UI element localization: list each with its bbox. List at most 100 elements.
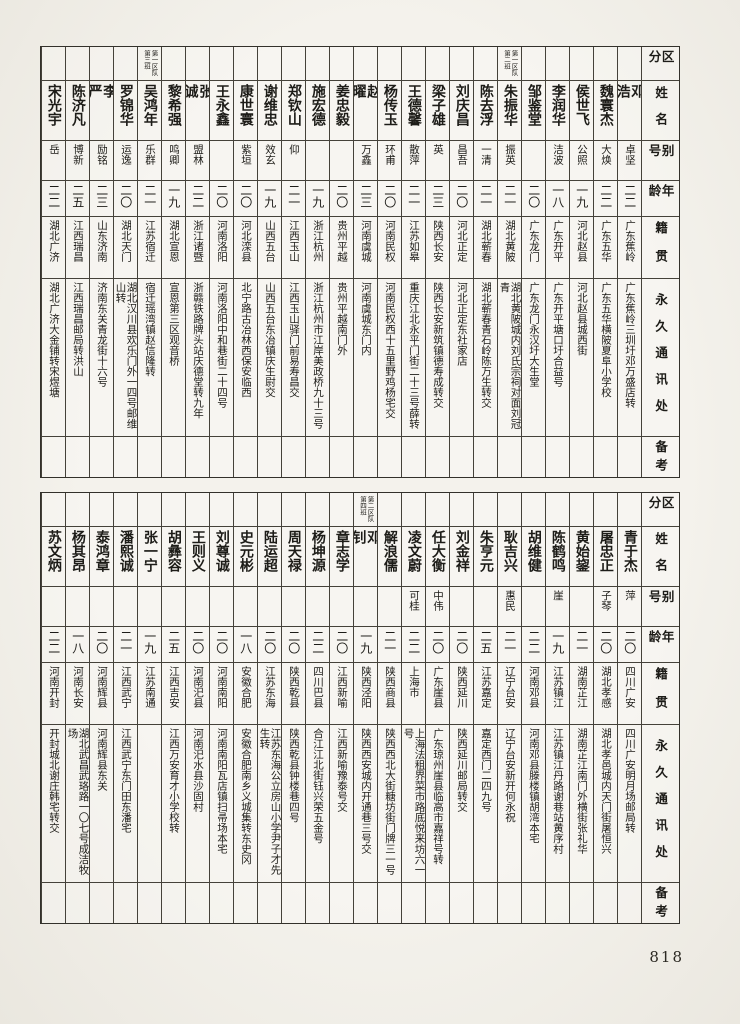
person-name-cell: 青于杰 <box>618 527 641 587</box>
person-native-cell-text: 江苏嘉定 <box>480 666 492 708</box>
person-alias-cell-text: 中伟 <box>432 590 444 611</box>
page-number: 818 <box>649 948 684 966</box>
person-column: 朱亨元 二五 江苏嘉定 嘉定西门二四九号 <box>473 493 497 923</box>
person-name-cell-text: 青于杰 <box>621 530 638 572</box>
person-address-cell-text: 河北正定东社家店 <box>456 282 468 366</box>
person-note-cell <box>522 437 545 477</box>
person-native-cell: 湖北天门 <box>114 217 137 279</box>
person-name-cell-text: 朱亨元 <box>477 530 494 572</box>
person-age-cell-text: 二二 <box>622 184 637 208</box>
person-name-cell: 侯世飞 <box>570 81 593 141</box>
person-alias-cell <box>210 141 233 181</box>
person-name-cell: 罗锦华 <box>114 81 137 141</box>
person-address-cell: 江苏东海公立房山小学尹子才先生转 <box>258 725 281 883</box>
person-age-cell-text: 二二 <box>190 184 205 208</box>
person-note-cell <box>378 437 401 477</box>
person-native-cell-text: 广东开平 <box>552 220 564 262</box>
person-alias-cell-text: 公照 <box>576 144 588 165</box>
person-name-cell: 王永鑫 <box>210 81 233 141</box>
person-note-cell <box>138 437 161 477</box>
person-alias-cell: 英 <box>426 141 449 181</box>
person-name-cell-text: 谢维忠 <box>261 84 278 126</box>
person-group-cell <box>498 493 521 527</box>
person-native-cell: 陕西长安 <box>426 217 449 279</box>
person-note-cell <box>402 437 425 477</box>
person-alias-cell <box>330 587 353 627</box>
person-age-cell-text: 二二 <box>310 630 325 654</box>
person-column: 宋光宇岳二二 湖北广济 湖北广济大金铺转宋煜塘 <box>41 47 65 477</box>
person-name-cell: 李润华 <box>546 81 569 141</box>
person-age-cell-text: 二〇 <box>214 184 229 208</box>
person-group-cell <box>570 47 593 81</box>
header-cell-qufen: 区分 <box>642 493 679 527</box>
person-native-cell-text: 广东龙门 <box>528 220 540 262</box>
person-alias-cell <box>450 587 473 627</box>
person-note-cell <box>234 883 257 923</box>
person-age-cell: 二二 <box>402 627 425 663</box>
person-alias-cell <box>234 587 257 627</box>
person-age-cell: 二〇 <box>594 627 617 663</box>
person-native-cell-text: 河南虞城 <box>360 220 372 262</box>
person-group-cell <box>282 47 305 81</box>
person-group-cell <box>330 493 353 527</box>
person-alias-cell-text: 效玄 <box>264 144 276 165</box>
person-name-cell: 胡维健 <box>522 527 545 587</box>
person-native-cell-text: 江西玉山 <box>288 220 300 262</box>
person-group-cell <box>618 493 641 527</box>
person-native-cell-text: 陕西泾阳 <box>360 666 372 708</box>
person-name-cell-text: 陈鹤鸣 <box>549 530 566 572</box>
person-address-cell: 重庆江北永平门街二十三号薛转 <box>402 279 425 437</box>
person-alias-cell-text: 紫垣 <box>240 144 252 165</box>
person-age-cell: 二二 <box>186 181 209 217</box>
person-column: 李润华 洁波 一八 广东开平 广东开平塘口圩合益号 <box>545 47 569 477</box>
person-native-cell-text: 河南长安 <box>72 666 84 708</box>
person-alias-cell <box>306 587 329 627</box>
header-label-note: 备考 <box>653 886 669 923</box>
person-native-cell: 安徽合肥 <box>234 663 257 725</box>
header-label-note: 备考 <box>653 440 669 477</box>
person-alias-cell-text: 惠民 <box>504 590 516 611</box>
person-note-cell <box>306 437 329 477</box>
person-age-cell: 一九 <box>306 181 329 217</box>
person-address-cell-text: 广东五华横陂夏阜小学校 <box>600 282 612 398</box>
person-native-cell: 江西玉山 <box>282 217 305 279</box>
person-age-cell-text: 一九 <box>310 184 325 208</box>
person-address-cell-text: 山西五台东冶镇庆生尉交 <box>264 282 276 398</box>
person-age-cell: 二〇 <box>114 181 137 217</box>
person-alias-cell: 环甫 <box>378 141 401 181</box>
person-age-cell-text: 二〇 <box>622 630 637 654</box>
person-column: 谢维忠 效玄 一九 山西五台 山西五台东冶镇庆生尉交 <box>257 47 281 477</box>
person-address-cell-text: 湖北广济大金铺转宋煜塘 <box>48 282 60 398</box>
person-column: 苏文炳 二二 河南开封 开封城北谢庄韩宅转交 <box>41 493 65 923</box>
person-native-cell: 湖北孝感 <box>594 663 617 725</box>
person-age-cell: 二二 <box>306 627 329 663</box>
person-address-cell-text: 江西玉山驿门前易寿昌交 <box>288 282 300 398</box>
person-address-cell-text: 河南民权西十五里野鸡杨宅交 <box>384 282 396 419</box>
header-label-name: 姓名 <box>653 85 669 139</box>
person-name-cell: 黄始鋆 <box>570 527 593 587</box>
person-column: 潘熙诚 二一 江西武宁 江西武宁东门田东潘宅 <box>113 493 137 923</box>
person-native-cell: 河北赵县 <box>570 217 593 279</box>
person-column: 耿吉兴 惠民 二一 辽宁台安 辽宁台安新开何永祝 <box>497 493 521 923</box>
person-name-cell: 刘尊诚 <box>210 527 233 587</box>
person-age-cell: 二三 <box>90 181 113 217</box>
person-column: 王则义 二〇 河南汜县 河南汜水县沙固村 <box>185 493 209 923</box>
person-native-cell-text: 上海市 <box>408 666 420 698</box>
person-age-cell-text: 二〇 <box>430 630 445 654</box>
person-age-cell: 二〇 <box>210 181 233 217</box>
person-name-cell-text: 侯世飞 <box>573 84 590 126</box>
person-native-cell: 湖南芷江 <box>570 663 593 725</box>
person-address-cell-text: 嘉定西门二四九号 <box>480 728 492 812</box>
person-address-cell-text: 江西瑞昌邮局转洪山 <box>72 282 84 377</box>
person-column: 杨传玉 环甫 二〇 河南民权 河南民权西十五里野鸡杨宅交 <box>377 47 401 477</box>
person-address-cell-text: 陕西乾县钟楼巷四号 <box>288 728 300 823</box>
person-native-cell: 广东蕉岭 <box>618 217 641 279</box>
person-note-cell <box>138 883 161 923</box>
person-column: 陈鹤鸣崖一九 江苏镇江 江苏镇江丹路谢巷站黄序村 <box>545 493 569 923</box>
person-age-cell-text: 二三 <box>358 184 373 208</box>
person-group-cell <box>210 47 233 81</box>
person-address-cell: 山西五台东冶镇庆生尉交 <box>258 279 281 437</box>
person-alias-cell: 紫垣 <box>234 141 257 181</box>
person-note-cell <box>402 883 425 923</box>
person-name-cell: 陈鹤鸣 <box>546 527 569 587</box>
